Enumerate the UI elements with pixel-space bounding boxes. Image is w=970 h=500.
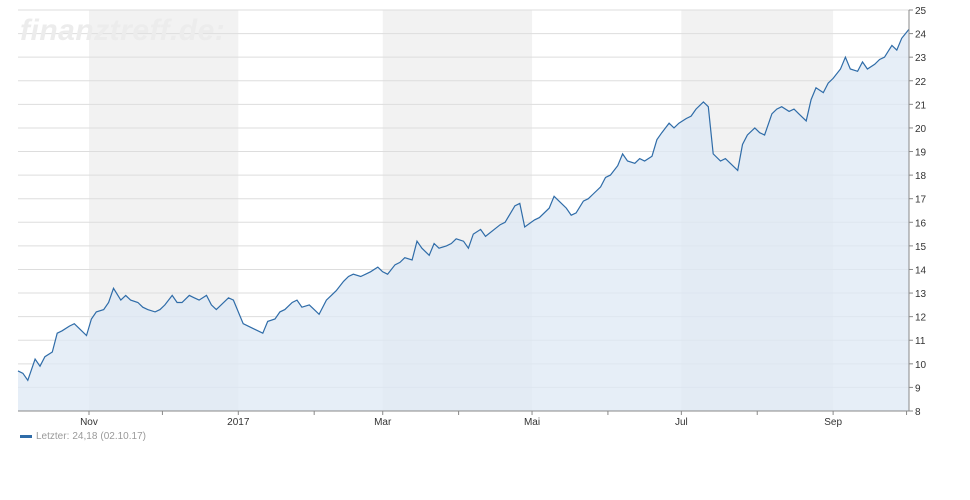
y-tick-label: 24 (915, 30, 927, 41)
x-tick-label: Sep (824, 417, 842, 428)
legend: Letzter: 24,18 (02.10.17) (20, 431, 146, 442)
y-tick-label: 12 (915, 313, 927, 324)
y-tick-label: 13 (915, 289, 927, 300)
legend-swatch (20, 435, 32, 438)
y-axis-ticks: 8 9 10 11 12 13 14 15 16 17 18 19 20 21 22 23 24 25 (909, 6, 927, 418)
x-tick-label: Mai (524, 417, 540, 428)
y-tick-label: 11 (915, 336, 926, 347)
y-tick-label: 22 (915, 77, 927, 88)
y-tick-label: 8 (915, 407, 921, 418)
y-tick-label: 16 (915, 218, 927, 229)
series-area (18, 29, 909, 412)
y-tick-label: 25 (915, 6, 927, 17)
watermark-logo: finanztreff.de: (20, 14, 226, 47)
y-tick-label: 15 (915, 242, 927, 253)
axes (18, 10, 910, 412)
x-tick-label: Mar (374, 417, 392, 428)
y-tick-label: 10 (915, 360, 927, 371)
x-tick-label: Jul (675, 417, 688, 428)
x-tick-label: 2017 (227, 417, 250, 428)
y-tick-label: 21 (915, 100, 927, 111)
legend-label: Letzter: (36, 431, 70, 442)
y-tick-label: 14 (915, 265, 927, 276)
series-line (17, 28, 910, 382)
y-tick-label: 20 (915, 124, 927, 135)
y-tick-label: 9 (915, 383, 921, 394)
legend-date: (02.10.17) (100, 431, 146, 442)
x-tick-label: Nov (80, 417, 98, 428)
y-tick-label: 23 (915, 53, 927, 64)
legend-value: 24,18 (72, 431, 98, 442)
y-tick-label: 17 (915, 195, 927, 206)
area-layer (17, 28, 910, 412)
y-tick-label: 18 (915, 171, 927, 182)
x-axis-ticks: Nov 2017 Mar Mai Jul Sep (80, 411, 908, 428)
y-tick-label: 19 (915, 148, 927, 159)
